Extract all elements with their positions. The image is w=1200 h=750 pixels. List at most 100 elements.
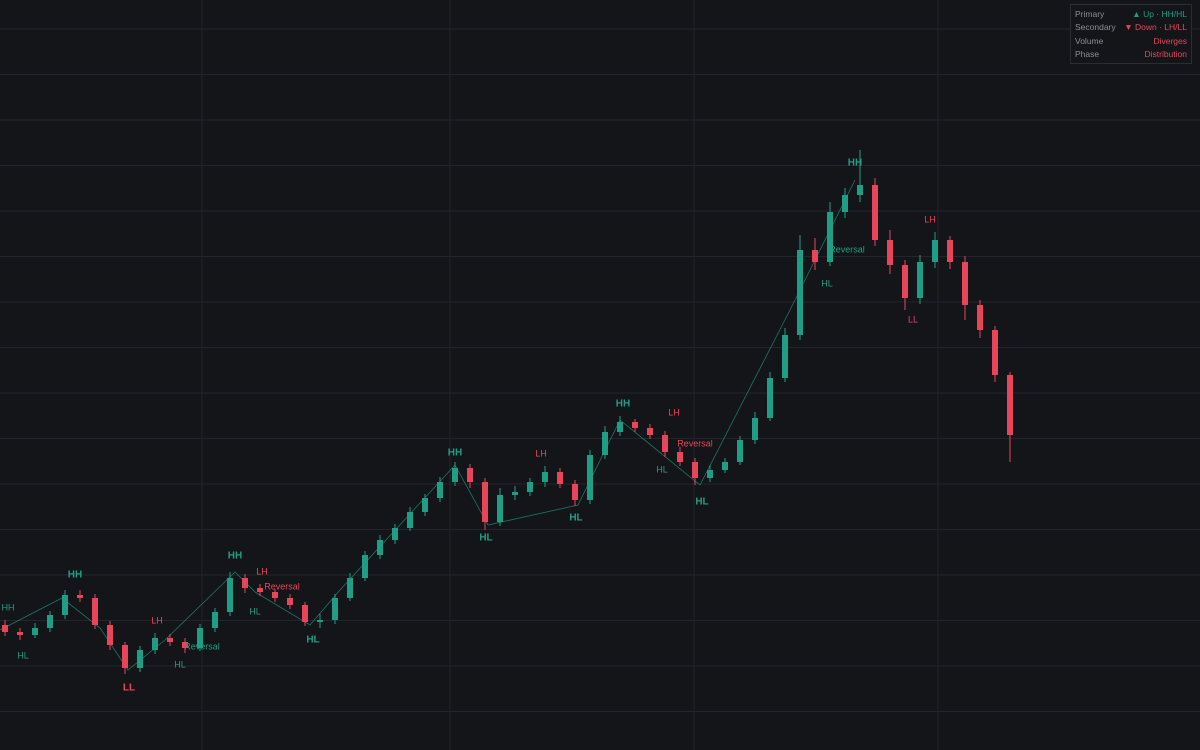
candle-body — [572, 484, 578, 500]
panel-row: Primary ▲ Up · HH/HL — [1075, 7, 1187, 21]
panel-row: Secondary ▼ Down · LH/LL — [1075, 21, 1187, 35]
swing-label: Reversal — [264, 581, 300, 591]
candle-body — [707, 470, 713, 478]
candle-body — [722, 462, 728, 470]
candle-body — [542, 472, 548, 482]
candle-body — [347, 578, 353, 598]
candle-body — [902, 265, 908, 298]
swing-line — [0, 179, 856, 671]
candle-body — [527, 482, 533, 492]
candle-body — [182, 642, 188, 648]
candle-body — [992, 330, 998, 375]
candle-body — [122, 645, 128, 668]
panel-label: Volume — [1075, 35, 1104, 46]
swing-label: HL — [249, 606, 261, 616]
panel-value: Distribution — [1144, 49, 1187, 60]
swing-label: HL — [174, 659, 186, 669]
swing-label: HL — [17, 650, 29, 660]
candle-body — [422, 498, 428, 512]
candle-body — [812, 250, 818, 262]
swing-label: LH — [668, 407, 680, 417]
candle-body — [767, 378, 773, 418]
candle-body — [212, 612, 218, 628]
swing-label: HH — [228, 551, 242, 562]
candle-body — [227, 578, 233, 612]
swing-label: LL — [908, 314, 918, 324]
swing-label: HH — [448, 448, 462, 459]
panel-row: Volume Diverges — [1075, 34, 1187, 48]
candle-body — [287, 598, 293, 605]
swing-label: LH — [535, 448, 547, 458]
candle-body — [662, 435, 668, 452]
candle-body — [467, 468, 473, 482]
candle-body — [452, 468, 458, 482]
candle-body — [407, 512, 413, 528]
candle-body — [437, 482, 443, 498]
candle-body — [677, 452, 683, 462]
swing-label: HL — [306, 635, 319, 646]
candle-body — [32, 628, 38, 635]
candle-body — [752, 418, 758, 440]
panel-value: ▲ Up · HH/HL — [1132, 8, 1187, 19]
candle-body — [647, 428, 653, 435]
swing-label: HL — [569, 513, 582, 524]
candle-body — [257, 588, 263, 592]
candle-body — [557, 472, 563, 484]
candle-body — [92, 598, 98, 625]
candle-body — [317, 620, 323, 622]
candle-body — [242, 578, 248, 588]
candle-body — [47, 615, 53, 628]
swing-label: LH — [151, 615, 163, 625]
swing-label: LH — [924, 214, 936, 224]
candle-body — [197, 628, 203, 648]
candle-body — [602, 432, 608, 455]
candle-body — [1007, 375, 1013, 435]
swing-label: LL — [123, 683, 135, 694]
candle-body — [827, 212, 833, 262]
candle-body — [332, 598, 338, 620]
swing-label: Reversal — [829, 244, 865, 254]
status-panel: Primary ▲ Up · HH/HL Secondary ▼ Down · LH/… — [1070, 4, 1192, 64]
candle-body — [857, 185, 863, 195]
candle-body — [2, 625, 8, 632]
candle-body — [512, 492, 518, 495]
panel-row: Phase Distribution — [1075, 48, 1187, 62]
candle-body — [632, 422, 638, 428]
panel-label: Phase — [1075, 49, 1100, 60]
candle-body — [482, 482, 488, 522]
candle-body — [272, 592, 278, 598]
candle-body — [77, 595, 83, 598]
candle-body — [617, 422, 623, 432]
candle-body — [377, 540, 383, 555]
candle-body — [887, 240, 893, 265]
candle-body — [167, 638, 173, 642]
candle-body — [842, 195, 848, 212]
candle-body — [107, 625, 113, 645]
panel-label: Secondary — [1075, 22, 1116, 33]
swing-label: HH — [848, 158, 862, 169]
swing-label: HL — [821, 278, 833, 288]
swing-label: Reversal — [677, 438, 713, 448]
candles — [2, 150, 1013, 674]
panel-value: ▼ Down · LH/LL — [1124, 22, 1187, 33]
candle-body — [497, 495, 503, 522]
swing-label: Reversal — [184, 641, 220, 651]
candle-body — [917, 262, 923, 298]
swing-label: HH — [68, 570, 82, 581]
panel-value: Diverges — [1153, 35, 1187, 46]
candle-body — [782, 335, 788, 378]
candle-body — [692, 462, 698, 478]
swing-label: LH — [256, 566, 268, 576]
candle-body — [737, 440, 743, 462]
candle-body — [587, 455, 593, 500]
candle-body — [137, 650, 143, 668]
candle-body — [977, 305, 983, 330]
swing-label: HL — [656, 464, 668, 474]
swing-label: HL — [695, 497, 708, 508]
candle-body — [17, 632, 23, 635]
candle-body — [947, 240, 953, 262]
candle-body — [62, 595, 68, 615]
